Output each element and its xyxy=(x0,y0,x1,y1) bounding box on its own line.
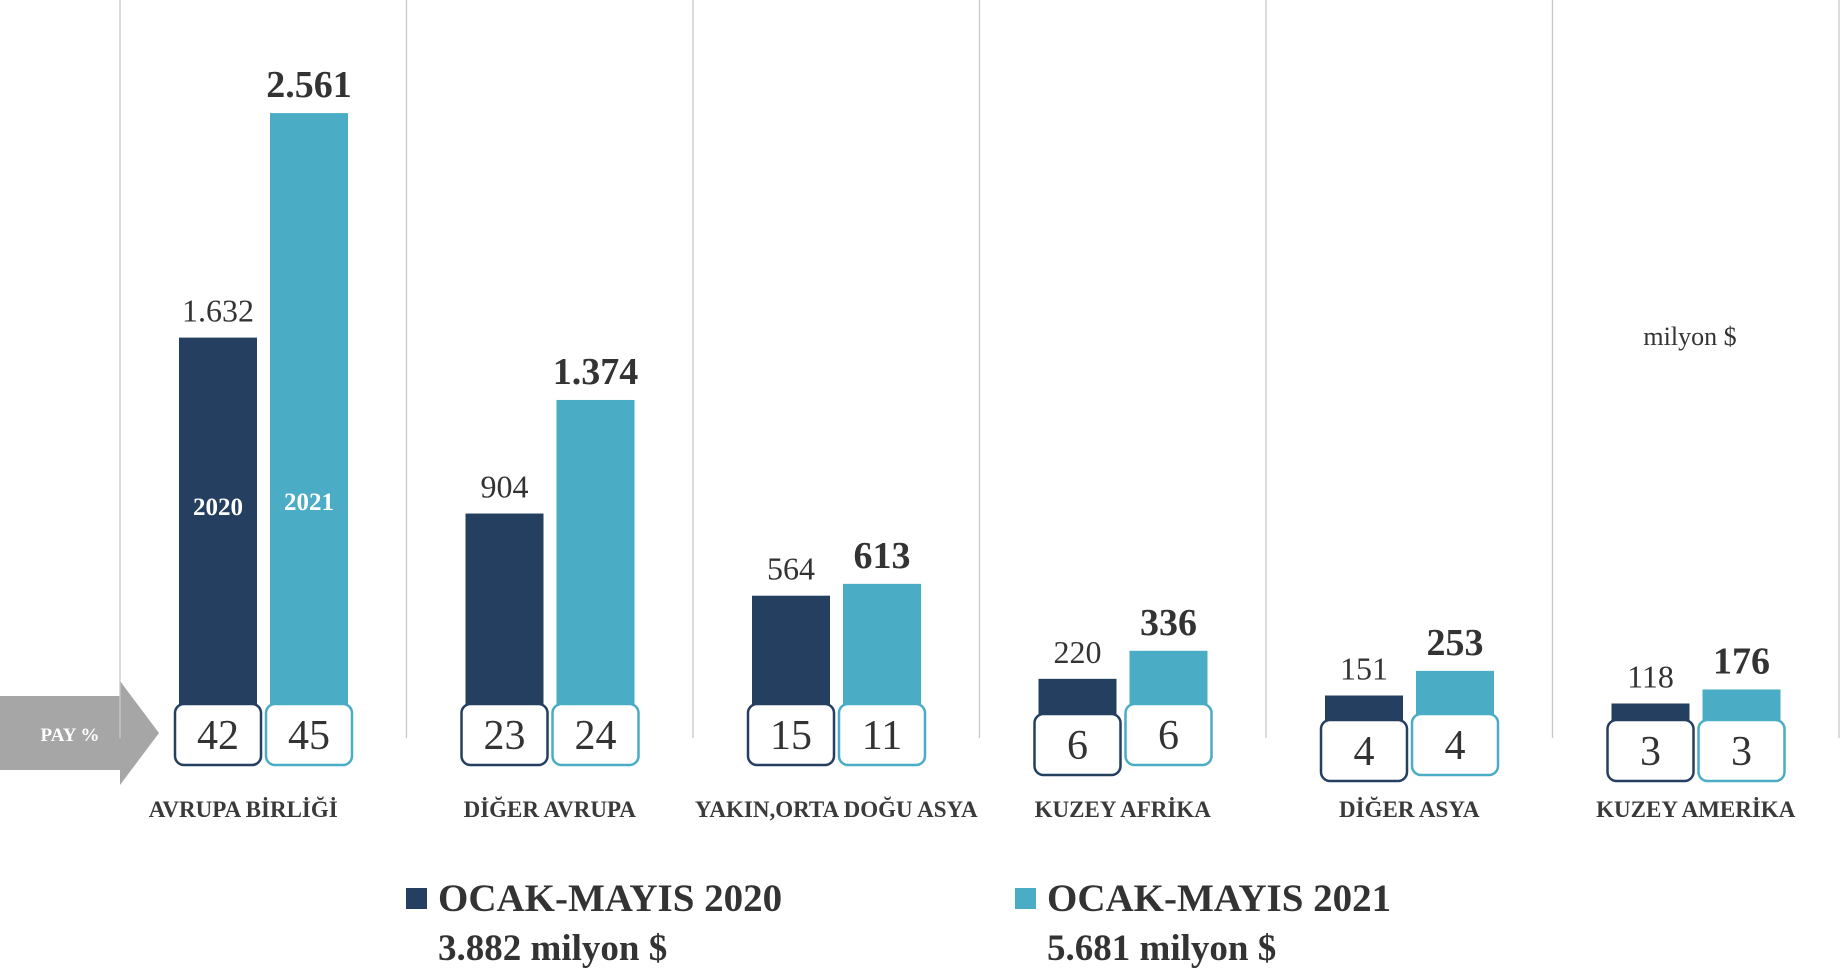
share-value: 15 xyxy=(770,713,812,759)
share-value: 4 xyxy=(1354,729,1375,775)
bar-year-label: 2020 xyxy=(193,494,243,521)
share-arrow xyxy=(0,681,159,785)
share-box xyxy=(1697,718,1786,783)
legend-label: OCAK-MAYIS 2020 xyxy=(438,877,782,920)
value-label: 220 xyxy=(1054,634,1102,670)
share-value: 42 xyxy=(197,713,239,759)
x-tick-label: AVRUPA BİRLİĞİ xyxy=(148,797,338,822)
bar xyxy=(465,513,544,732)
value-label: 151 xyxy=(1340,651,1388,687)
x-tick-label: KUZEY AMERİKA xyxy=(1596,797,1796,822)
share-value: 24 xyxy=(575,713,617,759)
share-box xyxy=(1410,712,1500,777)
value-label: 904 xyxy=(481,469,529,505)
value-label: 1.632 xyxy=(182,293,254,329)
value-label: 118 xyxy=(1627,658,1674,694)
value-label: 336 xyxy=(1140,602,1197,644)
bar xyxy=(556,399,635,732)
share-value: 23 xyxy=(484,713,526,759)
share-value: 4 xyxy=(1445,723,1466,769)
value-label: 253 xyxy=(1427,622,1484,664)
share-value: 11 xyxy=(862,713,902,759)
bar xyxy=(270,113,348,732)
share-box xyxy=(264,702,354,767)
x-tick-label: KUZEY AFRİKA xyxy=(1034,797,1211,822)
x-tick-label: DİĞER AVRUPA xyxy=(463,797,636,822)
share-box xyxy=(1606,718,1695,783)
legend-label: OCAK-MAYIS 2021 xyxy=(1047,877,1391,920)
value-label: 2.561 xyxy=(266,64,352,106)
share-value: 45 xyxy=(288,713,330,759)
bar xyxy=(179,337,257,732)
share-box xyxy=(1319,718,1409,783)
share-label: PAY % xyxy=(41,725,100,746)
value-label: 564 xyxy=(767,551,815,587)
legend-swatch xyxy=(406,888,427,909)
x-tick-label: YAKIN,ORTA DOĞU ASYA xyxy=(694,797,978,822)
share-value: 6 xyxy=(1067,723,1088,769)
share-box xyxy=(173,702,263,767)
share-box xyxy=(1033,712,1122,777)
unit-label: milyon $ xyxy=(1643,322,1736,351)
share-box xyxy=(460,702,549,767)
value-label: 1.374 xyxy=(553,351,639,393)
x-tick-label: DİĞER ASYA xyxy=(1339,797,1480,822)
share-box xyxy=(551,702,640,767)
share-box xyxy=(1124,702,1213,767)
value-label: 613 xyxy=(854,535,911,577)
share-value: 3 xyxy=(1640,729,1661,775)
legend-swatch xyxy=(1015,888,1036,909)
legend-total: 5.681 milyon $ xyxy=(1047,928,1276,969)
share-box xyxy=(746,702,836,767)
share-value: 3 xyxy=(1731,729,1752,775)
share-value: 6 xyxy=(1158,713,1179,759)
value-label: 176 xyxy=(1713,640,1770,682)
legend-total: 3.882 milyon $ xyxy=(438,928,667,969)
bar-year-label: 2021 xyxy=(284,489,334,516)
share-box xyxy=(837,702,927,767)
